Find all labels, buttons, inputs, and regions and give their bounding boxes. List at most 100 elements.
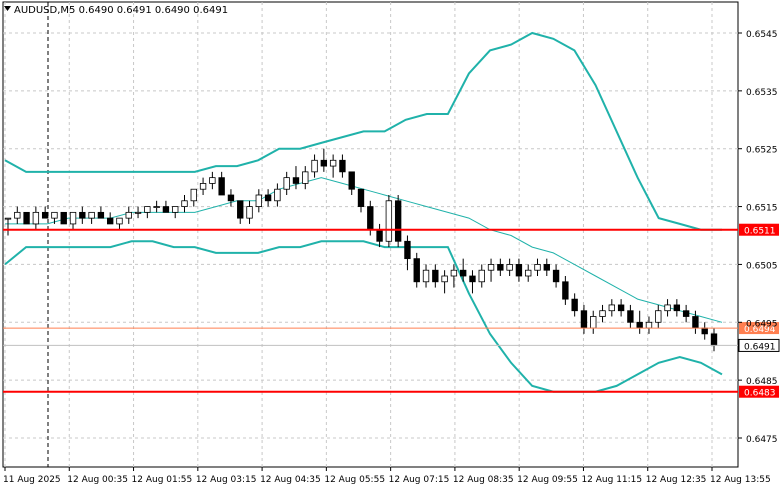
candle (673, 304, 681, 312)
candle (190, 188, 197, 202)
time-tick-label: 11 Aug 2025 (3, 475, 61, 485)
candle (302, 171, 309, 184)
candle (125, 211, 132, 219)
price-tick-label: 0.6505 (746, 261, 778, 271)
candle (394, 200, 402, 242)
plot-frame (2, 1, 739, 468)
horizontal-levels: 0.6511 0.6494 0.6491 0.6483 (3, 223, 780, 399)
price-axis: 0.65450.65350.65250.65150.65050.64950.64… (738, 30, 778, 445)
price-tick-label: 0.6525 (746, 146, 778, 156)
candle (348, 171, 355, 190)
candle (51, 211, 58, 219)
candle (4, 217, 12, 220)
time-tick-label: 12 Aug 09:55 (517, 475, 578, 485)
candle (580, 310, 588, 329)
candle (162, 206, 170, 213)
candle (636, 321, 643, 329)
grid (2, 1, 739, 468)
triangle-down-icon[interactable] (4, 6, 11, 11)
candle (552, 269, 560, 283)
candle (543, 264, 550, 271)
candle (199, 183, 207, 190)
candle (144, 206, 151, 213)
price-tick-label: 0.6475 (746, 435, 778, 445)
candle (627, 310, 634, 323)
candle (664, 304, 671, 312)
candle (23, 211, 30, 225)
candle (645, 321, 653, 329)
candle (172, 206, 179, 213)
candle (497, 264, 504, 271)
candle (283, 177, 290, 190)
candle (590, 316, 597, 329)
level-label-box (738, 338, 780, 352)
candle (69, 211, 77, 225)
candle (311, 159, 318, 173)
candle (79, 211, 86, 219)
time-tick-label: 12 Aug 04:35 (260, 475, 321, 485)
candle (441, 275, 448, 283)
candle (692, 316, 699, 329)
candle (320, 159, 328, 167)
level-label-box (739, 385, 779, 398)
chart-header: AUDUSD,M5 0.6490 0.6491 0.6490 0.6491 (4, 5, 228, 16)
candle (32, 211, 40, 225)
candle (329, 159, 337, 167)
candle (116, 217, 123, 225)
level-label: 0.6491 (744, 342, 776, 352)
price-tick-label: 0.6515 (746, 204, 778, 214)
candle (218, 177, 225, 196)
candle (515, 264, 523, 277)
candle (209, 177, 216, 184)
time-axis: 11 Aug 2025 12 Aug 00:35 12 Aug 01:55 12 Au… (3, 467, 771, 485)
candle (339, 159, 346, 173)
time-tick-label: 12 Aug 05:55 (324, 475, 385, 485)
candle (97, 211, 105, 219)
time-tick-label: 12 Aug 07:15 (389, 475, 450, 485)
time-tick-label: 12 Aug 00:35 (67, 475, 128, 485)
candle (292, 177, 300, 184)
candle (599, 310, 606, 317)
candle (413, 258, 420, 283)
candle (478, 269, 485, 283)
candle (469, 275, 476, 283)
level-label: 0.6483 (744, 389, 776, 399)
time-tick-label: 12 Aug 08:35 (453, 475, 514, 485)
candle (506, 264, 513, 271)
candle (237, 200, 244, 219)
candle (264, 194, 272, 202)
candle (357, 188, 365, 207)
candle (487, 264, 495, 271)
level-label: 0.6511 (744, 227, 776, 237)
price-tick-label: 0.6535 (746, 88, 778, 98)
time-tick-label: 12 Aug 11:15 (581, 475, 642, 485)
candle (181, 200, 188, 207)
candle (60, 211, 67, 225)
candle (617, 304, 625, 312)
candle (274, 188, 281, 202)
bollinger-upper-band (4, 31, 722, 231)
candle (534, 264, 541, 271)
candle (608, 304, 616, 312)
candle (255, 194, 263, 207)
time-tick-label: 12 Aug 13:55 (710, 475, 771, 485)
candle (562, 281, 569, 300)
candle (153, 206, 160, 208)
candle (106, 217, 114, 225)
bollinger-lower-band (4, 240, 723, 393)
series (4, 31, 723, 393)
time-tick-label: 12 Aug 01:55 (132, 475, 193, 485)
candle (41, 211, 49, 219)
symbol-line: AUDUSD,M5 0.6490 0.6491 0.6490 0.6491 (14, 5, 228, 16)
candle (710, 333, 718, 346)
candle (525, 269, 532, 277)
candle (227, 194, 235, 202)
candle (450, 269, 458, 277)
time-tick-label: 12 Aug 12:35 (646, 475, 707, 485)
candle (14, 211, 21, 219)
candle (88, 211, 95, 219)
candle (134, 211, 142, 214)
candle (404, 240, 411, 260)
